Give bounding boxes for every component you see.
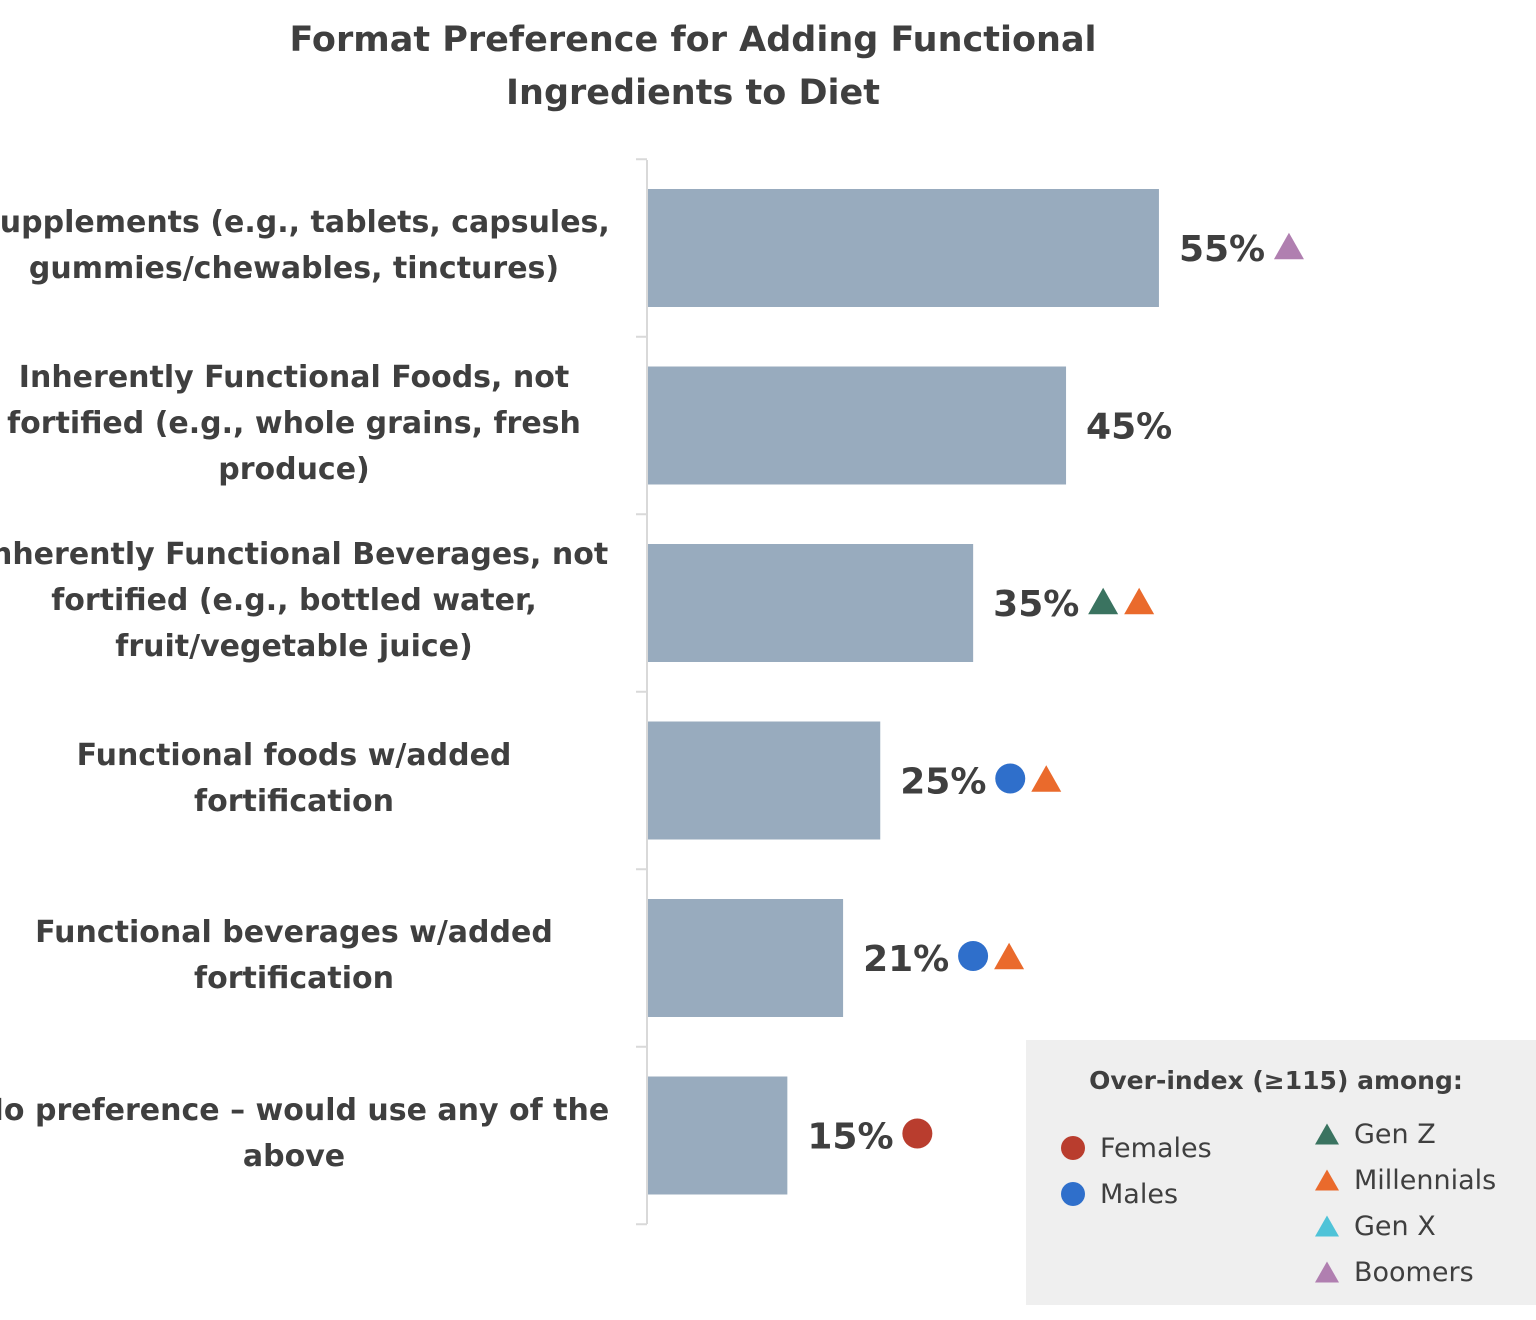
value-label: 25% xyxy=(900,762,986,803)
category-label: Functional beverages w/added fortificatio… xyxy=(0,910,614,1002)
millennials-marker-triangle xyxy=(1124,587,1155,615)
category-label-line: produce) xyxy=(218,451,370,487)
category-label-line: fortified (e.g., bottled water, xyxy=(51,583,537,618)
bar xyxy=(648,899,844,1017)
legend-item-label: Males xyxy=(1100,1178,1179,1210)
category-label-line: above xyxy=(242,1138,346,1174)
chart-title-line-2: Ingredients to Diet xyxy=(506,73,880,113)
bar xyxy=(648,544,974,662)
boomers-marker-triangle xyxy=(1273,232,1304,260)
category-label: Inherently Functional Beverages, not fort… xyxy=(0,532,614,670)
category-label-line: fortification xyxy=(194,961,394,996)
circle-icon xyxy=(1061,1182,1085,1206)
legend-swatch xyxy=(1315,1261,1339,1283)
legend-swatch xyxy=(1315,1123,1339,1145)
legend-item-label: Gen Z xyxy=(1354,1118,1436,1150)
legend-swatch xyxy=(1315,1169,1339,1191)
chart-title-line-1: Format Preference for Adding Functional xyxy=(289,20,1097,60)
category-label: Functional foods w/added fortification xyxy=(0,733,614,825)
value-label: 15% xyxy=(807,1117,893,1158)
chart-title: Format Preference for Adding Functional … xyxy=(240,14,1146,120)
legend-item-boomers: Boomers xyxy=(1314,1252,1474,1292)
triangle-icon xyxy=(1315,1123,1339,1145)
category-label: Inherently Functional Foods, not fortifie… xyxy=(0,355,614,493)
category-label: Supplements (e.g., tablets, capsules, gum… xyxy=(0,200,614,292)
legend-item-gen-x: Gen X xyxy=(1314,1206,1436,1246)
bar xyxy=(648,366,1067,485)
bar xyxy=(648,189,1159,307)
legend-swatch xyxy=(1315,1215,1339,1237)
category-label: No preference – would use any of the abov… xyxy=(0,1088,614,1180)
category-label-line: Functional beverages w/added xyxy=(35,915,553,950)
legend-item-label: Millennials xyxy=(1354,1164,1497,1196)
triangle-icon xyxy=(1315,1215,1339,1237)
bar xyxy=(648,1076,788,1195)
males-marker-circle xyxy=(958,941,989,971)
males-marker-circle xyxy=(995,763,1026,794)
circle-icon xyxy=(1061,1136,1085,1160)
bar xyxy=(648,721,881,840)
gen-z-marker-triangle xyxy=(1088,587,1119,615)
females-marker-circle xyxy=(902,1118,933,1149)
triangle-icon xyxy=(1315,1169,1339,1191)
legend-item-label: Gen X xyxy=(1354,1210,1436,1242)
legend-swatch xyxy=(1061,1182,1085,1206)
value-label: 21% xyxy=(863,939,949,980)
triangle-icon xyxy=(1315,1261,1339,1283)
millennials-marker-triangle xyxy=(1031,765,1062,792)
category-label-line: Inherently Functional Beverages, not xyxy=(0,537,609,572)
legend: Over-index (≥115) among: Females Males Gen… xyxy=(1026,1040,1536,1305)
category-label-line: fortified (e.g., whole grains, fresh xyxy=(7,405,581,441)
category-label-line: Inherently Functional Foods, not xyxy=(18,359,570,395)
value-label: 35% xyxy=(993,584,1079,625)
legend-item-label: Females xyxy=(1100,1132,1212,1164)
legend-swatch xyxy=(1061,1136,1085,1160)
legend-item-females: Females xyxy=(1060,1128,1212,1168)
legend-item-label: Boomers xyxy=(1354,1256,1474,1288)
millennials-marker-triangle xyxy=(994,942,1025,970)
category-label-line: gummies/chewables, tinctures) xyxy=(28,251,560,286)
legend-title: Over-index (≥115) among: xyxy=(1089,1066,1463,1095)
category-label-line: fruit/vegetable juice) xyxy=(115,629,473,664)
category-label-line: No preference – would use any of the xyxy=(0,1092,610,1128)
legend-item-millennials: Millennials xyxy=(1314,1160,1496,1200)
category-label-line: Functional foods w/added fortification xyxy=(76,737,512,819)
category-label-line: Supplements (e.g., tablets, capsules, xyxy=(0,205,610,240)
value-label: 45% xyxy=(1086,407,1172,448)
legend-item-males: Males xyxy=(1060,1174,1178,1214)
value-label: 55% xyxy=(1179,229,1265,270)
legend-item-gen-z: Gen Z xyxy=(1314,1114,1436,1154)
